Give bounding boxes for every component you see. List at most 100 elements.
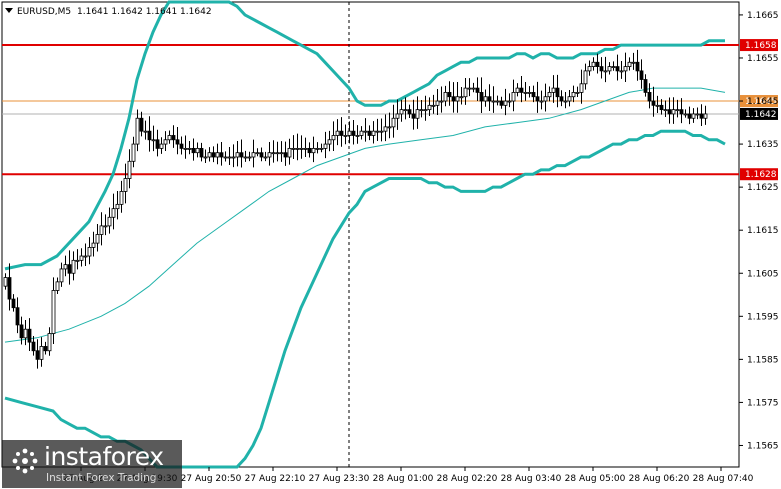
x-tick-label: 28 Aug 02:20	[437, 474, 498, 484]
candle-body	[431, 104, 436, 107]
candle-body	[571, 92, 576, 98]
horizontal-levels: 1.1658 1.1645 1.1642 1.1628	[2, 39, 778, 181]
candle-body	[15, 307, 20, 326]
candle-body	[163, 139, 168, 145]
candle-body	[427, 104, 432, 111]
y-tick-label: 1.1595	[747, 312, 779, 322]
symbol-dropdown-icon[interactable]	[5, 8, 13, 13]
x-tick-label: 28 Aug 06:20	[629, 474, 690, 484]
candle-body	[683, 113, 688, 116]
candle-body	[67, 264, 72, 274]
candle-body	[567, 96, 572, 102]
candle-body	[127, 160, 132, 179]
candle-body	[63, 264, 68, 270]
candle-body	[359, 130, 364, 136]
candle-body	[531, 92, 536, 98]
candle-body	[167, 135, 172, 141]
candle-body	[631, 61, 636, 64]
candle-body	[659, 104, 664, 111]
candle-body	[691, 113, 696, 119]
watermark-brand: instaforex	[44, 442, 164, 471]
candle-body	[199, 147, 204, 158]
candle-body	[515, 87, 520, 93]
resistance-price-label: 1.1658	[745, 41, 777, 51]
x-tick-label: 28 Aug 05:00	[565, 474, 626, 484]
watermark-tagline: Instant Forex Trading	[46, 472, 157, 484]
candle-body	[111, 208, 116, 218]
candle-body	[387, 126, 392, 129]
candle-body	[223, 156, 228, 159]
candle-body	[211, 152, 216, 158]
y-tick-label: 1.1575	[747, 398, 779, 408]
candle-body	[435, 100, 440, 106]
candle-body	[27, 328, 32, 343]
candle-body	[131, 143, 136, 162]
candle-body	[695, 113, 700, 116]
candle-body	[671, 109, 676, 115]
candle-body	[235, 152, 240, 158]
candle-body	[215, 152, 220, 158]
chart-header: EURUSD,M5 1.1641 1.1642 1.1641 1.1642	[5, 7, 212, 17]
candle-body	[343, 135, 348, 137]
candle-body	[259, 152, 264, 158]
candle-body	[527, 92, 532, 94]
x-tick-label: 27 Aug 22:10	[245, 474, 306, 484]
candle-body	[227, 156, 232, 159]
candle-body	[363, 130, 368, 133]
candle-body	[599, 66, 604, 72]
candle-body	[487, 96, 492, 102]
y-tick-label: 1.1645	[747, 97, 779, 107]
candle-body	[635, 61, 640, 72]
candle-body	[139, 117, 144, 132]
candle-body	[507, 100, 512, 103]
candle-body	[179, 143, 184, 149]
candle-body	[91, 242, 96, 248]
candle-body	[155, 139, 160, 149]
candle-body	[367, 130, 372, 136]
candle-body	[403, 109, 408, 112]
candle-body	[203, 156, 208, 159]
candle-body	[147, 130, 152, 141]
candle-body	[447, 92, 452, 98]
candle-body	[23, 328, 28, 339]
candle-body	[107, 216, 112, 227]
candle-body	[115, 203, 120, 210]
candle-body	[643, 79, 648, 93]
candle-body	[207, 152, 212, 158]
candle-body	[595, 61, 600, 67]
candle-body	[399, 109, 404, 115]
support-price-label: 1.1628	[745, 170, 777, 180]
candle-body	[611, 66, 616, 68]
candle-body	[251, 152, 256, 158]
candle-body	[471, 87, 476, 90]
candle-body	[523, 92, 528, 94]
candle-body	[327, 139, 332, 145]
candle-body	[555, 87, 560, 98]
candle-body	[479, 92, 484, 102]
candle-body	[31, 341, 36, 352]
candle-body	[99, 225, 104, 235]
candle-body	[299, 147, 304, 150]
y-tick-label: 1.1585	[747, 355, 779, 365]
candle-body	[459, 96, 464, 99]
candle-body	[19, 324, 24, 339]
candle-body	[335, 130, 340, 136]
candle-body	[675, 109, 680, 112]
y-tick-label: 1.1635	[747, 140, 779, 150]
candle-body	[143, 130, 148, 133]
candle-body	[415, 109, 420, 119]
candle-body	[79, 255, 84, 261]
support-price-tag	[740, 168, 778, 181]
candle-body	[647, 92, 652, 102]
candle-body	[495, 100, 500, 103]
y-tick-label: 1.1665	[747, 11, 779, 21]
pivot-price-tag	[740, 95, 778, 108]
candle-body	[191, 147, 196, 154]
candle-body	[195, 147, 200, 154]
candle-body	[319, 147, 324, 150]
candle-body	[47, 333, 52, 352]
candle-body	[467, 87, 472, 90]
candle-body	[51, 290, 56, 334]
candle-body	[511, 92, 516, 102]
